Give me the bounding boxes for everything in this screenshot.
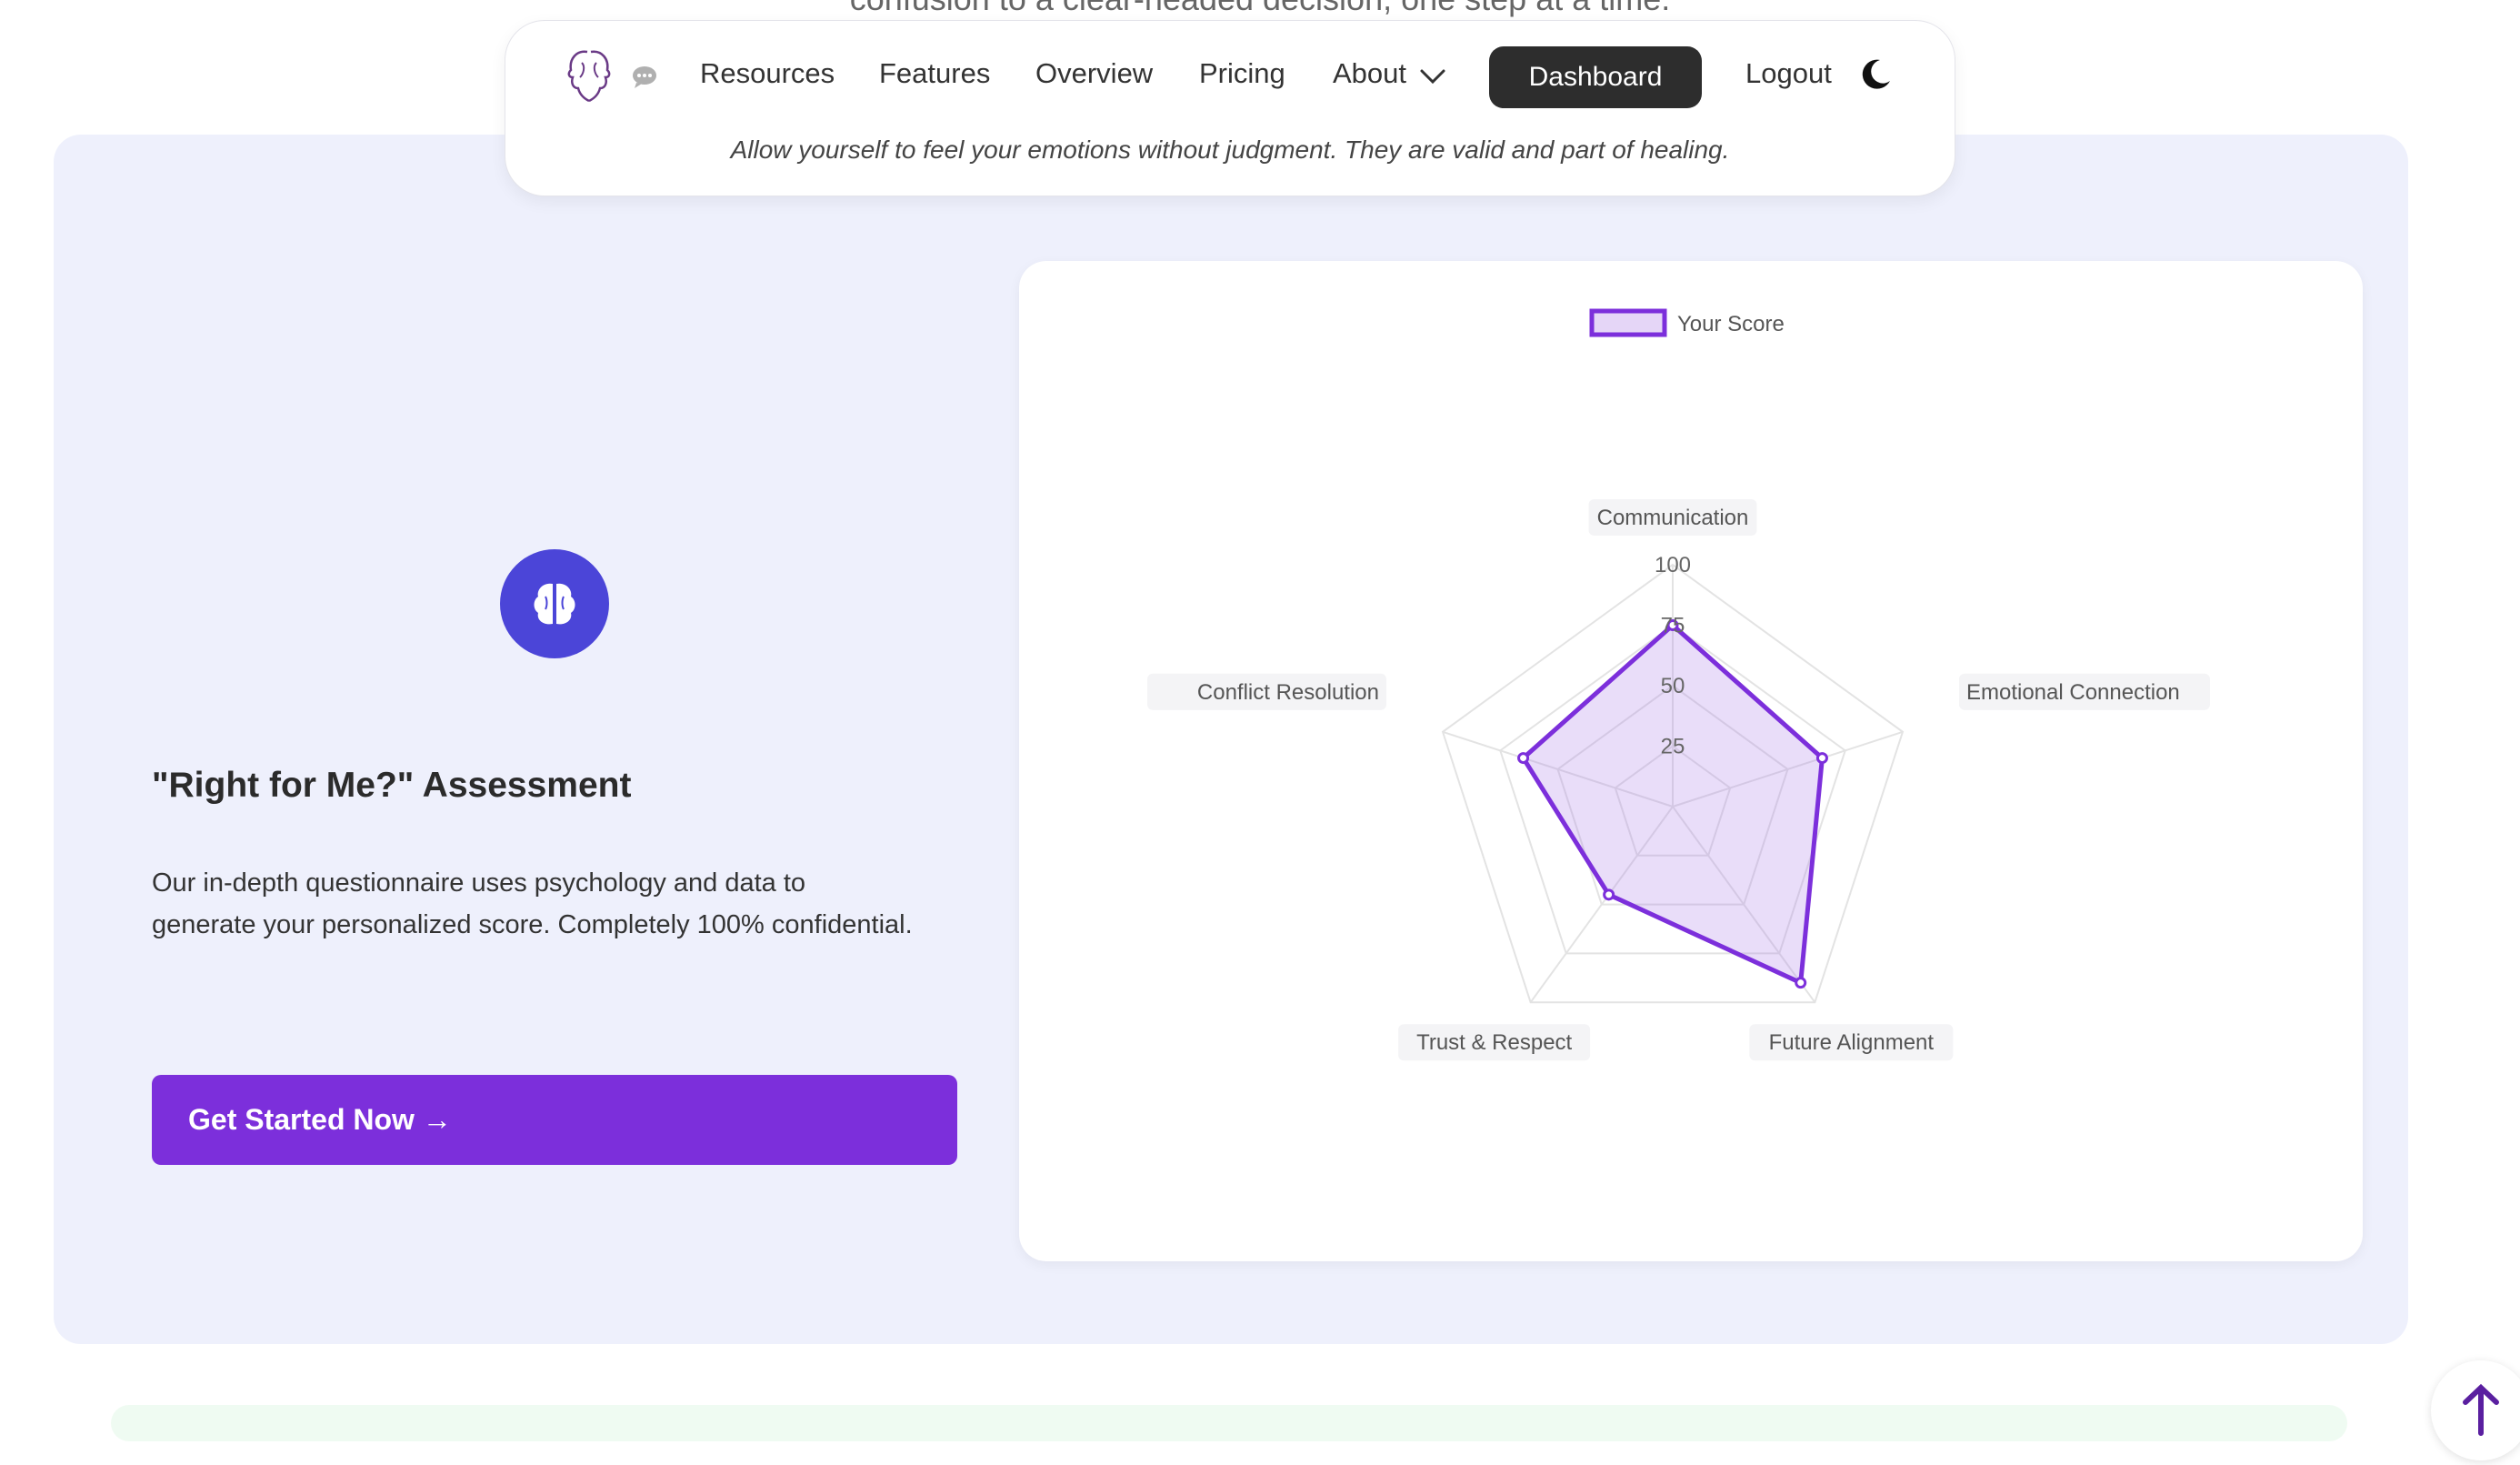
tick-label: 100 [1655, 553, 1691, 577]
category-label: Emotional Connection [1966, 680, 2180, 705]
top-text: confusion to a clear-headed decision, on… [0, 0, 2520, 18]
tick-label: 75 [1661, 614, 1685, 638]
nav-overview[interactable]: Overview [1035, 57, 1154, 89]
series-your-score-area [1521, 623, 1825, 986]
data-point [1517, 752, 1530, 765]
category-label: Trust & Respect [1416, 1030, 1572, 1055]
grid-spoke [1672, 806, 1816, 1003]
nav-resources[interactable]: Resources [700, 57, 835, 89]
brain-icon-circle [500, 549, 609, 658]
grid-spoke [1442, 730, 1674, 808]
grid-ring [1614, 745, 1732, 857]
scroll-to-top-button[interactable] [2431, 1360, 2520, 1460]
category-label: Conflict Resolution [1197, 680, 1379, 705]
data-point [1666, 619, 1679, 631]
assessment-title: "Right for Me?" Assessment [152, 766, 632, 805]
assessment-description: Our in-depth questionnaire uses psycholo… [152, 868, 913, 939]
grid-spoke [1672, 730, 1904, 808]
radar-chart: 25 50 75 100 Communication Emotional Connecti… [1147, 308, 2210, 1061]
legend-swatch [1589, 308, 1667, 337]
grid-ring [1556, 684, 1789, 906]
grid-spoke [1529, 806, 1674, 1003]
chevron-down-icon[interactable] [1419, 66, 1446, 86]
navbar: Resources Features Overview Pricing Abou… [505, 20, 1955, 196]
score-chart-card: 25 50 75 100 Communication Emotional Connecti… [1019, 261, 2363, 1261]
data-point [1603, 888, 1615, 901]
nav-about[interactable]: About [1333, 57, 1407, 89]
category-label-chip [1588, 499, 1757, 536]
category-label: Future Alignment [1769, 1030, 1935, 1055]
tick-label: 50 [1661, 674, 1685, 698]
category-label-chip [1958, 673, 2210, 710]
legend-label: Your Score [1677, 312, 1785, 336]
grid-ring [1499, 624, 1846, 955]
get-started-button[interactable]: Get Started Now → [152, 1075, 957, 1165]
data-point [1795, 977, 1807, 989]
grid-ring [1441, 563, 1905, 1004]
moon-icon[interactable] [1858, 57, 1893, 92]
category-label-chip [1398, 1024, 1591, 1061]
nav-features[interactable]: Features [879, 57, 991, 89]
brain-icon [534, 583, 575, 625]
next-section-strip [111, 1405, 2347, 1441]
nav-pricing[interactable]: Pricing [1199, 57, 1285, 89]
category-label-chip [1749, 1024, 1954, 1061]
motivational-quote: Allow yourself to feel your emotions wit… [730, 135, 1730, 164]
chat-bubble-icon [633, 66, 656, 88]
dashboard-button[interactable]: Dashboard [1489, 46, 1702, 108]
logout-link[interactable]: Logout [1745, 57, 1832, 89]
arrow-up-icon [2463, 1383, 2499, 1436]
category-label: Communication [1597, 506, 1749, 530]
twin-head-logo-icon[interactable] [562, 46, 616, 106]
tick-label: 25 [1661, 735, 1685, 759]
category-label-chip [1147, 673, 1387, 710]
data-point [1815, 752, 1828, 765]
